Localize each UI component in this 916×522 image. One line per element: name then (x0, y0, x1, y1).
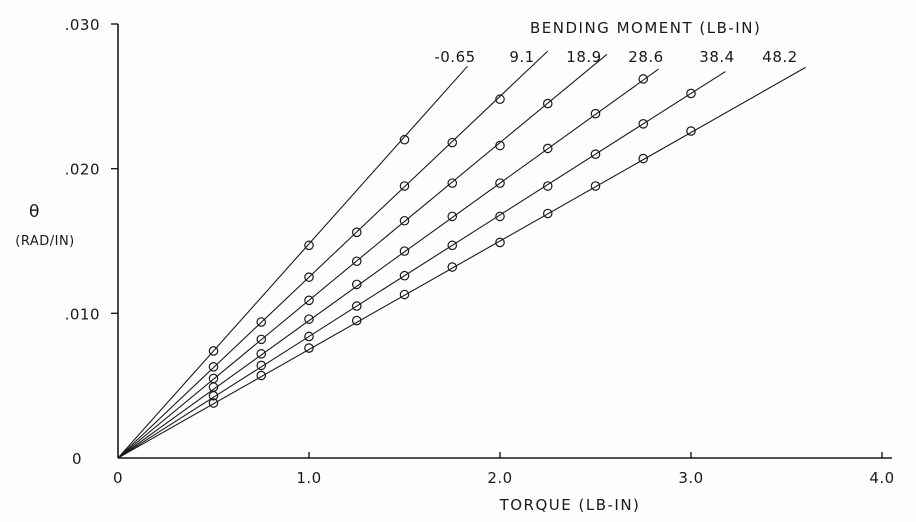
data-point (590, 181, 601, 191)
data-point (542, 181, 553, 191)
legend-series-label: 9.1 (509, 48, 534, 66)
x-tick-label: 3.0 (678, 469, 703, 487)
y-tick-label: 0 (72, 450, 82, 468)
axes (117, 24, 892, 459)
data-point (304, 295, 314, 306)
data-point (542, 143, 553, 154)
data-point (638, 119, 649, 129)
data-point (256, 317, 267, 327)
data-point (542, 98, 553, 109)
data-point (495, 140, 505, 151)
data-point (208, 373, 219, 384)
data-point (256, 360, 267, 371)
data-point (304, 343, 314, 353)
y-tick-label: .030 (65, 16, 100, 34)
legend-series-label: 48.2 (762, 48, 797, 66)
legend-series-label: -0.65 (434, 48, 475, 66)
data-point (304, 331, 314, 342)
data-point (495, 211, 505, 222)
data-point (256, 370, 267, 381)
x-tick-label: 2.0 (487, 469, 512, 487)
data-point (686, 88, 696, 99)
legend-series-label: 18.9 (566, 48, 601, 66)
data-point (256, 334, 267, 345)
data-point (399, 270, 410, 281)
x-tick-label: 1.0 (296, 469, 321, 487)
data-point (638, 74, 649, 84)
y-axis-label-symbol: θ (29, 202, 41, 222)
ticks: 0 1.0 2.0 3.0 4.0 0 .010 .020 .030 (65, 16, 895, 487)
data-point (351, 315, 362, 326)
data-point (399, 246, 410, 256)
series-line-1 (117, 50, 549, 459)
data-point (447, 211, 458, 222)
series-line-0 (117, 65, 468, 459)
series-line-2 (117, 53, 608, 459)
data-point (638, 153, 649, 164)
data-point (208, 398, 219, 408)
data-point (447, 240, 458, 251)
data-point (399, 289, 410, 300)
y-tick-label: .020 (65, 161, 100, 179)
data-point (495, 94, 505, 105)
x-tick-label: 0 (113, 469, 123, 487)
data-point (208, 346, 219, 356)
y-tick-label: .010 (65, 305, 100, 323)
data-point (590, 108, 601, 119)
data-point (686, 126, 696, 136)
data-point (495, 237, 505, 248)
data-point (399, 215, 410, 226)
data-point (304, 272, 314, 282)
legend: BENDING MOMENT (LB-IN) -0.65 9.1 18.9 28.6 3… (434, 19, 797, 66)
data-point (208, 362, 219, 372)
data-point (351, 301, 362, 311)
data-point (208, 390, 219, 401)
x-axis-label: TORQUE (LB-IN) (499, 496, 641, 514)
data-point (590, 149, 601, 159)
series-line-3 (117, 68, 659, 459)
series-lines (117, 50, 806, 459)
y-axis-label-unit: (RAD/IN) (15, 234, 75, 249)
data-point (447, 178, 458, 188)
data-point (304, 240, 314, 251)
markers (208, 74, 696, 408)
data-point (304, 314, 314, 324)
legend-series-label: 28.6 (628, 48, 663, 66)
data-point (495, 178, 505, 188)
data-point (351, 227, 362, 238)
legend-series-label: 38.4 (699, 48, 734, 66)
data-point (447, 262, 458, 272)
data-point (399, 181, 410, 191)
data-point (351, 279, 362, 290)
data-point (351, 256, 362, 267)
series-line-4 (117, 71, 726, 459)
data-point (256, 349, 267, 359)
legend-title: BENDING MOMENT (LB-IN) (530, 19, 761, 37)
data-point (447, 137, 458, 148)
data-point (399, 134, 410, 145)
series-line-5 (117, 66, 806, 459)
data-point (542, 208, 553, 219)
x-tick-label: 4.0 (869, 469, 894, 487)
